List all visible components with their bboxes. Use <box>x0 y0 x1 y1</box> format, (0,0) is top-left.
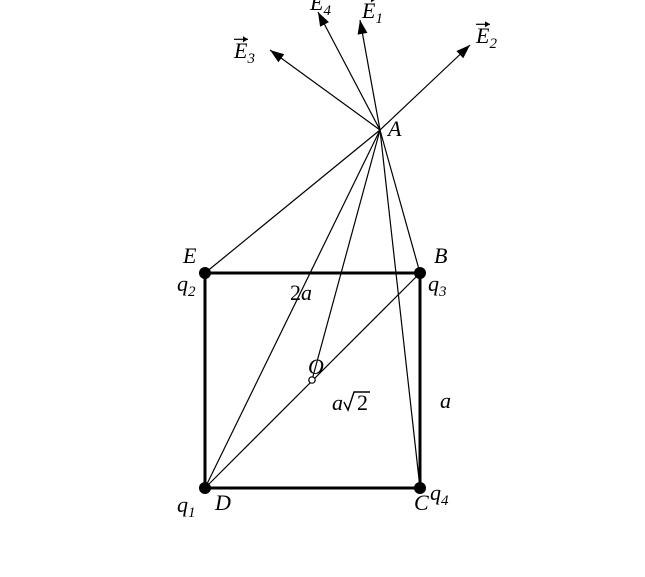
svg-text:q1: q1 <box>177 492 196 521</box>
point-B <box>414 267 426 279</box>
svg-text:A: A <box>386 116 402 141</box>
svg-text:a: a <box>440 388 451 413</box>
svg-text:B: B <box>434 243 447 268</box>
svg-text:E3: E3 <box>233 38 255 67</box>
svg-text:a: a <box>332 390 343 415</box>
svg-text:2: 2 <box>357 390 368 415</box>
svg-text:q2: q2 <box>177 271 196 300</box>
point-D <box>199 482 211 494</box>
svg-text:D: D <box>214 490 231 515</box>
svg-text:E2: E2 <box>475 23 497 52</box>
svg-text:C: C <box>414 490 429 515</box>
svg-text:O: O <box>308 354 324 379</box>
point-E <box>199 267 211 279</box>
svg-text:q4: q4 <box>430 480 449 509</box>
svg-text:E1: E1 <box>361 0 383 27</box>
svg-text:E: E <box>182 243 197 268</box>
svg-text:q3: q3 <box>428 271 447 300</box>
svg-text:2a: 2a <box>290 280 312 305</box>
